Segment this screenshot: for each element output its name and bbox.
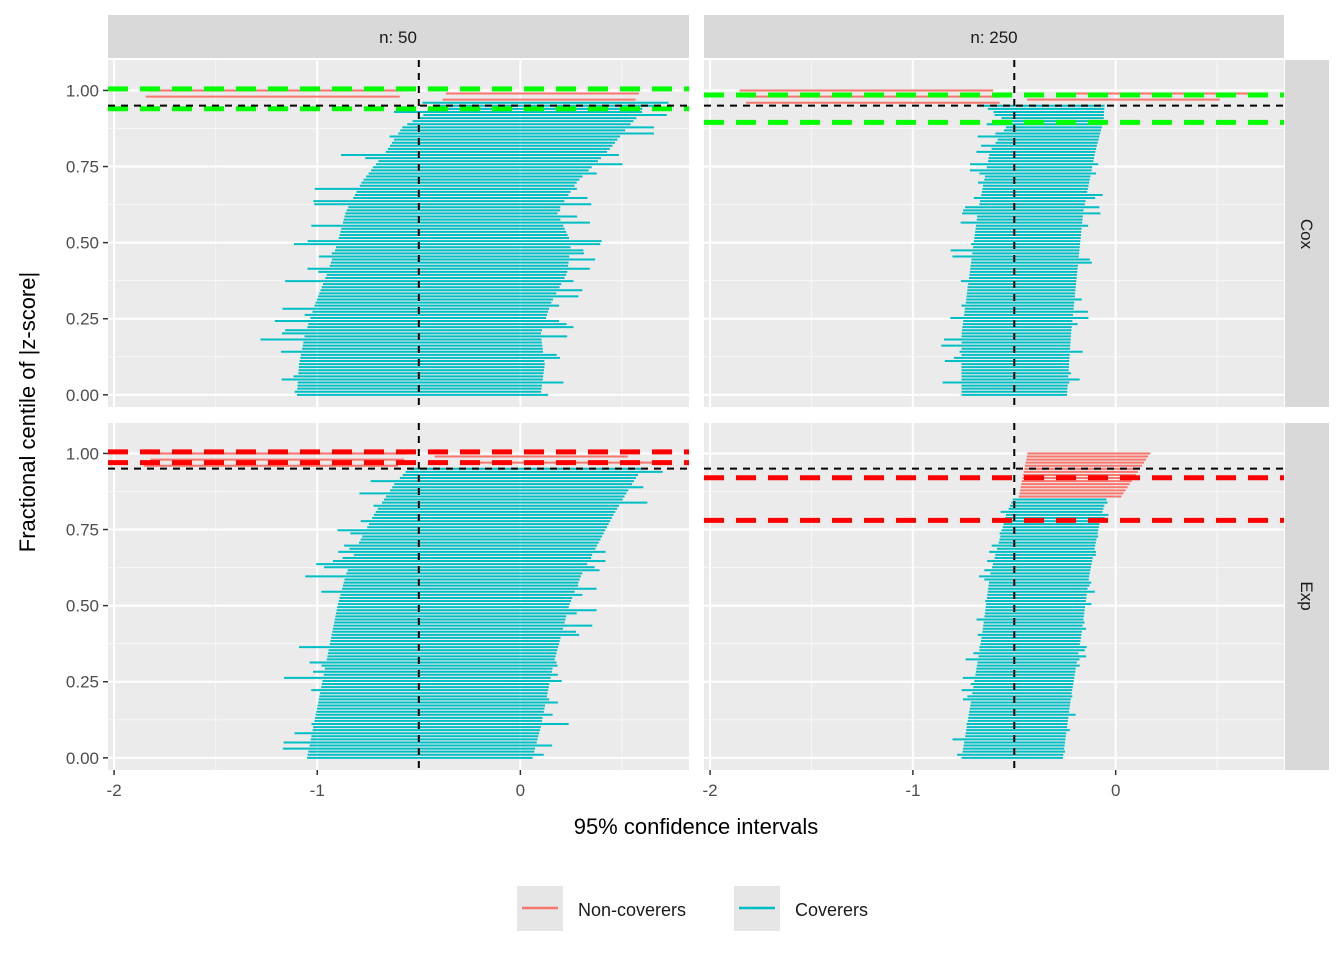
panel-cox-n-50 <box>108 60 689 407</box>
panel-exp-n-50 <box>108 423 689 770</box>
y-tick-label: 1.00 <box>66 81 99 100</box>
y-tick-label: 1.00 <box>66 444 99 463</box>
y-tick-label: 0.75 <box>66 521 99 540</box>
intervals-cox-n-50 <box>145 89 669 396</box>
x-tick-label: 0 <box>516 781 525 800</box>
strip-label-cox: Cox <box>1297 219 1316 250</box>
y-axis-title: Fractional centile of |z-score| <box>15 272 40 552</box>
strip-right-cox <box>1285 60 1329 407</box>
x-axis-title: 95% confidence intervals <box>574 814 819 839</box>
strip-label-exp: Exp <box>1297 581 1316 610</box>
y-tick-label: 0.00 <box>66 749 99 768</box>
y-tick-label: 0.25 <box>66 310 99 329</box>
strip-top-n50 <box>108 15 689 58</box>
y-tick-label: 0.25 <box>66 673 99 692</box>
intervals-exp-n-250 <box>952 452 1151 759</box>
y-tick-label: 0.75 <box>66 158 99 177</box>
legend: Non-coverers Coverers <box>517 886 868 931</box>
legend-label-non-coverers: Non-coverers <box>578 900 686 920</box>
strip-label-n250: n: 250 <box>970 28 1017 47</box>
x-tick-label: -2 <box>703 781 718 800</box>
y-tick-label: 0.00 <box>66 386 99 405</box>
strip-top-n250 <box>704 15 1284 58</box>
panel-cox-n-250 <box>704 60 1284 407</box>
x-tick-label: 0 <box>1111 781 1120 800</box>
intervals-exp-n-50 <box>144 452 663 759</box>
panels-layer <box>108 60 1284 770</box>
strips-layer: n: 50 n: 250 Cox Exp <box>108 15 1329 770</box>
y-tick-label: 0.50 <box>66 597 99 616</box>
panel-exp-n-250 <box>704 423 1284 770</box>
x-tick-label: -1 <box>905 781 920 800</box>
axes-layer: 0.00 0.25 0.50 0.75 1.00 0.00 0.25 0.50 0.75 1.00… <box>66 81 1121 800</box>
y-tick-label: 0.50 <box>66 234 99 253</box>
x-tick-label: -1 <box>310 781 325 800</box>
legend-label-coverers: Coverers <box>795 900 868 920</box>
strip-label-n50: n: 50 <box>379 28 417 47</box>
strip-right-exp <box>1285 423 1329 770</box>
x-tick-label: -2 <box>107 781 122 800</box>
